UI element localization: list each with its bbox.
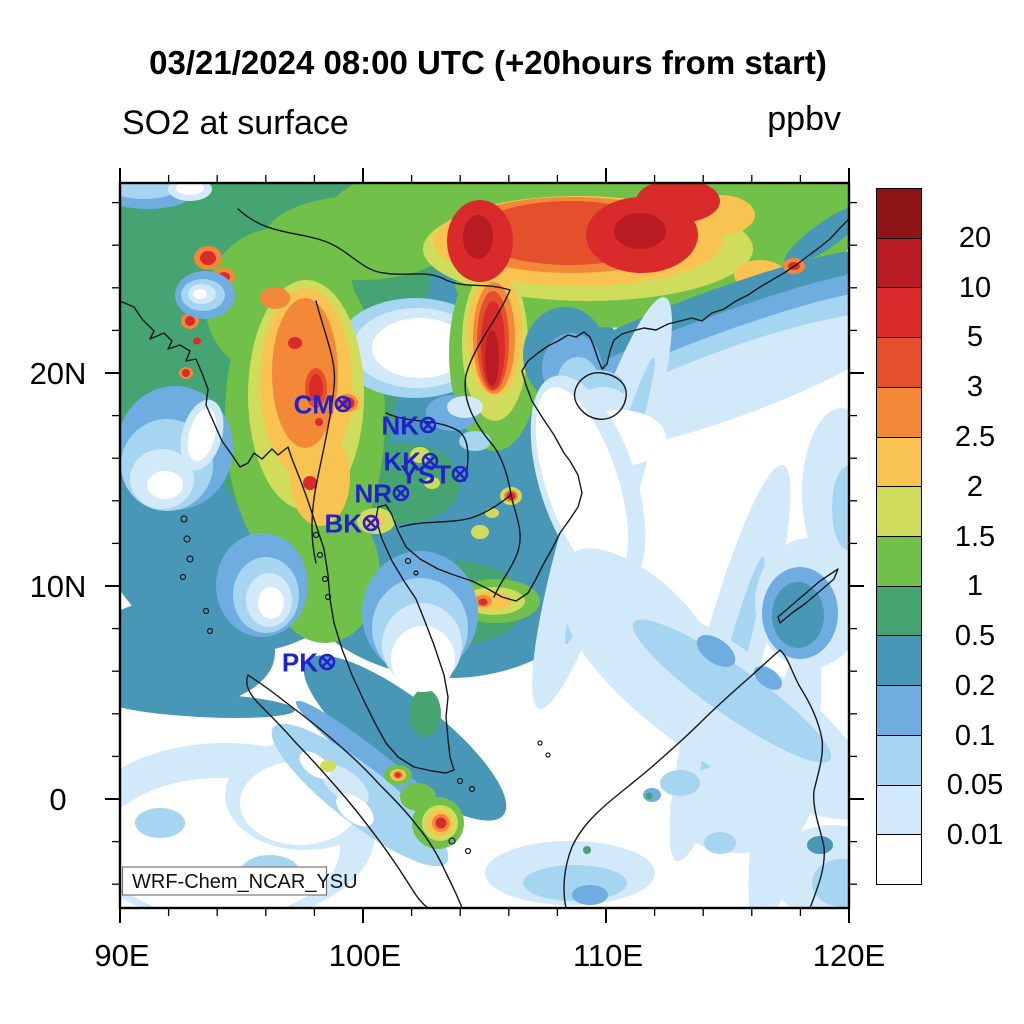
station-marker-icon (451, 465, 469, 483)
colorbar-label: 0.05 (946, 769, 1004, 802)
colorbar-label: 5 (966, 321, 984, 354)
units-label: ppbv (767, 100, 841, 138)
colorbar-label: 3 (966, 371, 984, 404)
x-tick-label-110e: 110E (572, 938, 644, 973)
variable-label: SO2 at surface (122, 104, 349, 142)
colorbar-cell (877, 436, 921, 487)
coastlines (120, 208, 849, 908)
x-tick-label-120e: 120E (812, 938, 886, 973)
colorbar-label: 10 (958, 271, 992, 304)
colorbar-cell (877, 536, 921, 586)
station-marker-icon (419, 416, 437, 434)
colorbar-label: 1.5 (954, 520, 996, 553)
station-label: KK (383, 447, 421, 477)
station-bk: BK (324, 509, 380, 539)
colorbar-cell (877, 337, 921, 387)
colorbar-label: 1 (966, 570, 984, 603)
colorbar-label: 20 (958, 221, 992, 254)
station-marker-cross (395, 487, 407, 499)
station-label: CM (294, 390, 334, 420)
station-label: NK (381, 411, 419, 441)
y-tick-label-20n: 20N (29, 356, 87, 391)
station-marker-cross (337, 398, 349, 410)
station-yst: YST (400, 460, 469, 490)
colorbar-label: 0.01 (946, 819, 1004, 852)
station-cm: CM (294, 390, 352, 420)
colorbar-label: 0.2 (954, 669, 996, 702)
colorbar-cell (877, 386, 921, 437)
colorbar-cell (877, 685, 921, 735)
y-tick-label-0: 0 (49, 782, 67, 817)
station-marker-cross (321, 656, 333, 668)
colorbar-label: 2 (966, 470, 984, 503)
colorbar-cell (877, 287, 921, 338)
colorbar-cell (877, 834, 921, 885)
model-label-box: WRF-Chem_NCAR_YSU (121, 866, 358, 896)
colorbar-label: 2.5 (954, 420, 996, 453)
colorbar-cell (877, 635, 921, 686)
station-marker-icon (392, 484, 410, 502)
station-marker-icon (362, 514, 380, 532)
station-marker-icon (421, 452, 439, 470)
station-label: NR (354, 479, 392, 509)
station-pk: PK (282, 648, 336, 678)
colorbar-label: 0.5 (954, 620, 996, 653)
station-label: PK (282, 648, 318, 678)
colorbar (876, 188, 922, 885)
station-kk: KK (383, 447, 439, 477)
colorbar-cell (877, 189, 921, 238)
axis-ticks (105, 168, 864, 923)
colorbar-cell (877, 784, 921, 835)
colorbar-cell (877, 237, 921, 288)
x-tick-label-90e: 90E (94, 938, 150, 973)
x-tick-label-100e: 100E (328, 938, 402, 973)
colorbar-cell (877, 585, 921, 636)
colorbar-cell (877, 486, 921, 537)
station-marker-icon (318, 653, 336, 671)
station-marker-icon (334, 395, 352, 413)
map-frame (118, 181, 851, 910)
station-nr: NR (354, 479, 410, 509)
station-marker-cross (454, 468, 466, 480)
station-label: YST (400, 460, 451, 490)
station-nk: NK (381, 411, 437, 441)
figure-title: 03/21/2024 08:00 UTC (+20hours from star… (149, 44, 827, 81)
y-tick-label-10n: 10N (29, 569, 87, 604)
model-label: WRF-Chem_NCAR_YSU (132, 871, 358, 893)
station-marker-cross (424, 455, 436, 467)
station-marker-cross (365, 517, 377, 529)
station-label: BK (324, 509, 362, 539)
station-marker-cross (422, 419, 434, 431)
colorbar-label: 0.1 (954, 719, 996, 752)
colorbar-cell (877, 734, 921, 785)
